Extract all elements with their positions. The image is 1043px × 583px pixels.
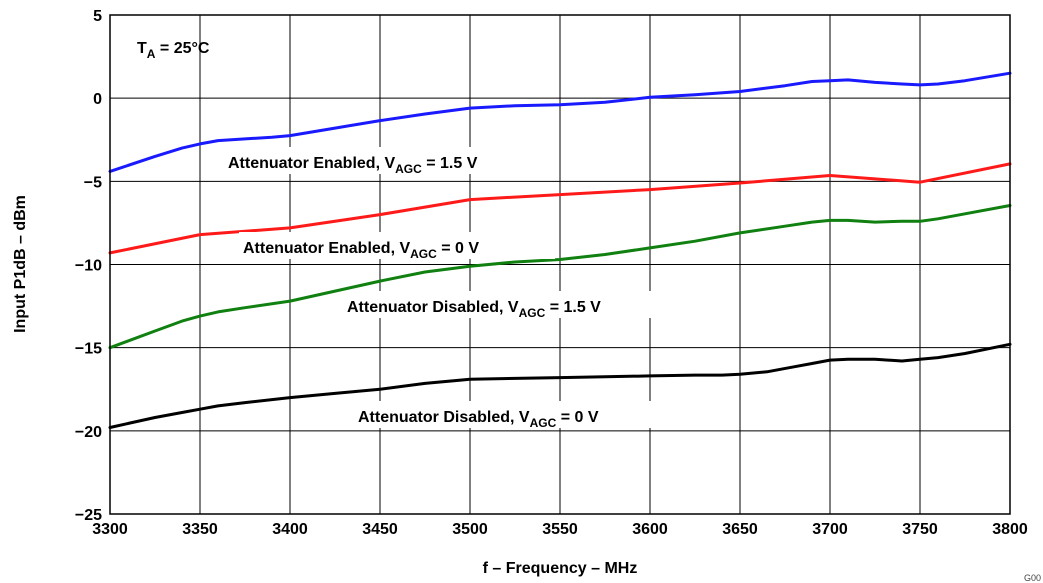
condition-sub: A: [147, 47, 156, 61]
x-tick-label: 3500: [452, 521, 488, 538]
series-label-1: Attenuator Enabled, VAGC = 0 V: [239, 232, 555, 261]
series-line-2: [108, 204, 1012, 350]
y-tick-label: −20: [75, 424, 102, 441]
x-tick-label: 3300: [92, 521, 128, 538]
svg-text:Attenuator Enabled, VAGC = 0 V: Attenuator Enabled, VAGC = 0 V: [243, 240, 479, 261]
condition-main: T: [137, 40, 147, 57]
series-label-3-rest: = 0 V: [556, 409, 599, 426]
x-tick-label: 3750: [902, 521, 938, 538]
x-tick-label: 3450: [362, 521, 398, 538]
series-lines: [108, 71, 1012, 429]
y-tick-label: 0: [93, 91, 102, 108]
y-tick-label: −10: [75, 258, 102, 275]
condition-rest: = 25°C: [155, 40, 209, 57]
series-label-3: Attenuator Disabled, VAGC = 0 V: [354, 401, 680, 430]
series-label-1-main: Attenuator Enabled, V: [243, 240, 410, 257]
x-tick-label: 3600: [632, 521, 668, 538]
x-tick-label: 3700: [812, 521, 848, 538]
tick-labels: 3300 3350 3400 3450 3500 3550 3600 3650 3700 3750…: [75, 8, 1028, 538]
series-line-1: [108, 162, 1012, 255]
x-axis-title: f – Frequency – MHz: [483, 560, 638, 577]
x-tick-label: 3350: [182, 521, 218, 538]
series-label-0: Attenuator Enabled, VAGC = 1.5 V: [224, 147, 554, 176]
plot-frame: [109, 14, 1011, 515]
svg-text:Attenuator Disabled, VAGC = 0: Attenuator Disabled, VAGC = 0 V: [358, 409, 599, 430]
y-tick-label: −15: [75, 341, 102, 358]
series-label-0-main: Attenuator Enabled, V: [228, 155, 395, 172]
series-label-2-sub: AGC: [519, 306, 546, 320]
x-tick-label: 3550: [542, 521, 578, 538]
y-tick-label: −5: [84, 174, 102, 191]
series-label-1-sub: AGC: [410, 247, 437, 261]
y-tick-label: 5: [93, 8, 102, 25]
series-label-0-rest: = 1.5 V: [422, 155, 478, 172]
y-tick-label: −25: [75, 507, 102, 524]
series-line-0: [108, 71, 1012, 173]
series-label-3-sub: AGC: [530, 416, 557, 430]
temperature-annotation: TA = 25°C: [137, 40, 210, 61]
y-axis-title: Input P1dB – dBm: [12, 195, 29, 333]
grid: [110, 15, 1010, 514]
svg-text:Attenuator Enabled, VAGC = 1.5: Attenuator Enabled, VAGC = 1.5 V: [228, 155, 478, 176]
series-line-3: [108, 342, 1012, 429]
x-tick-label: 3400: [272, 521, 308, 538]
svg-text:Attenuator Disabled, VAGC = 1.: Attenuator Disabled, VAGC = 1.5 V: [347, 299, 601, 320]
x-tick-label: 3650: [722, 521, 758, 538]
series-label-2: Attenuator Disabled, VAGC = 1.5 V: [343, 291, 689, 320]
series-label-1-rest: = 0 V: [437, 240, 480, 257]
series-label-3-main: Attenuator Disabled, V: [358, 409, 530, 426]
x-tick-label: 3800: [992, 521, 1028, 538]
series-label-0-sub: AGC: [395, 162, 422, 176]
series-label-2-main: Attenuator Disabled, V: [347, 299, 519, 316]
figure-code: G00: [1024, 573, 1041, 583]
series-label-2-rest: = 1.5 V: [545, 299, 601, 316]
